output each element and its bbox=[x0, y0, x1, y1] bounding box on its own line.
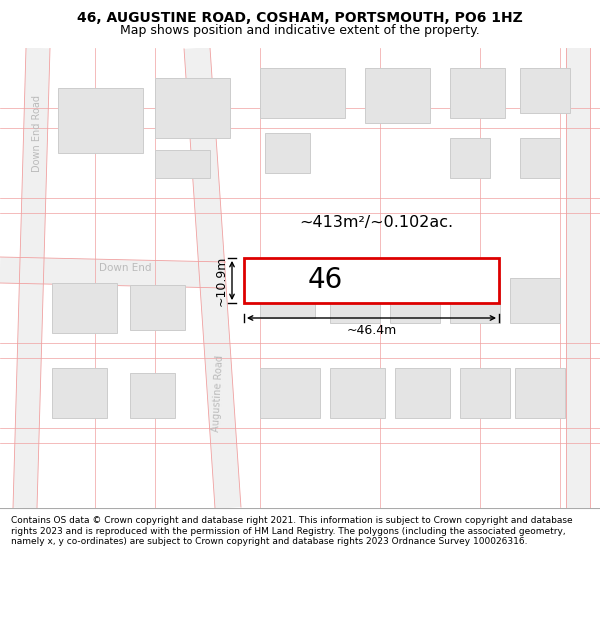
Bar bbox=[244, 258, 499, 303]
Bar bbox=[260, 368, 320, 418]
Bar bbox=[515, 368, 565, 418]
Text: Down End Road: Down End Road bbox=[32, 94, 42, 171]
Bar bbox=[510, 278, 560, 323]
Bar bbox=[520, 68, 570, 113]
Bar bbox=[395, 368, 450, 418]
Bar bbox=[155, 150, 210, 178]
Text: ~413m²/~0.102ac.: ~413m²/~0.102ac. bbox=[299, 215, 454, 230]
Polygon shape bbox=[566, 48, 590, 508]
Bar bbox=[365, 68, 430, 123]
Text: Augustine Road: Augustine Road bbox=[211, 354, 225, 432]
Bar bbox=[260, 68, 345, 118]
Text: Down End: Down End bbox=[99, 263, 151, 273]
Bar bbox=[260, 278, 315, 318]
Polygon shape bbox=[184, 47, 241, 509]
Bar bbox=[52, 368, 107, 418]
Bar bbox=[155, 78, 230, 138]
Polygon shape bbox=[13, 48, 50, 508]
Bar bbox=[520, 138, 560, 178]
Bar bbox=[130, 285, 185, 330]
Bar bbox=[460, 368, 510, 418]
Text: ~46.4m: ~46.4m bbox=[346, 324, 397, 337]
Text: ~10.9m: ~10.9m bbox=[215, 255, 228, 306]
Bar bbox=[58, 88, 143, 153]
Bar bbox=[450, 138, 490, 178]
Polygon shape bbox=[0, 257, 226, 288]
Text: Map shows position and indicative extent of the property.: Map shows position and indicative extent… bbox=[120, 24, 480, 38]
Text: Contains OS data © Crown copyright and database right 2021. This information is : Contains OS data © Crown copyright and d… bbox=[11, 516, 572, 546]
Bar bbox=[330, 368, 385, 418]
Bar bbox=[265, 133, 310, 173]
Bar bbox=[450, 278, 500, 323]
Bar bbox=[390, 278, 440, 323]
Bar bbox=[450, 68, 505, 118]
Bar bbox=[130, 373, 175, 418]
Bar bbox=[330, 278, 380, 323]
Text: 46, AUGUSTINE ROAD, COSHAM, PORTSMOUTH, PO6 1HZ: 46, AUGUSTINE ROAD, COSHAM, PORTSMOUTH, … bbox=[77, 11, 523, 24]
Bar bbox=[52, 283, 117, 333]
Text: 46: 46 bbox=[308, 266, 343, 294]
